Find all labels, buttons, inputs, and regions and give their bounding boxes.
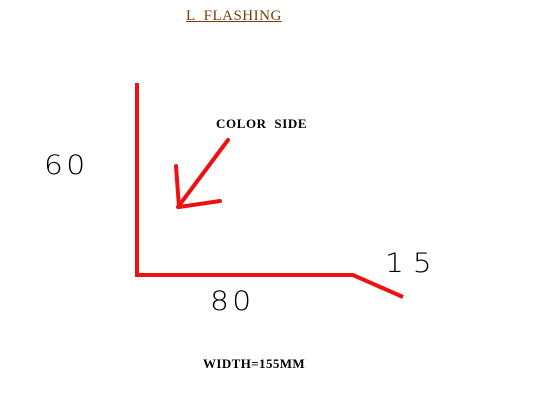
- arrow-shaft: [176, 138, 230, 209]
- color-side-arrow: [174, 138, 230, 209]
- arrow-head-left: [174, 164, 181, 209]
- color-side-label: COLOR SIDE: [216, 116, 308, 131]
- dimension-lip: 15: [385, 248, 441, 279]
- dimension-vertical-leg: 60: [44, 150, 89, 181]
- flashing-profile: [135, 83, 404, 299]
- total-width-label: WIDTH=155MM: [203, 356, 306, 371]
- diagram-title: L FLASHING: [186, 8, 282, 24]
- dimension-base: 80: [210, 286, 255, 317]
- arrow-head-right: [177, 199, 222, 209]
